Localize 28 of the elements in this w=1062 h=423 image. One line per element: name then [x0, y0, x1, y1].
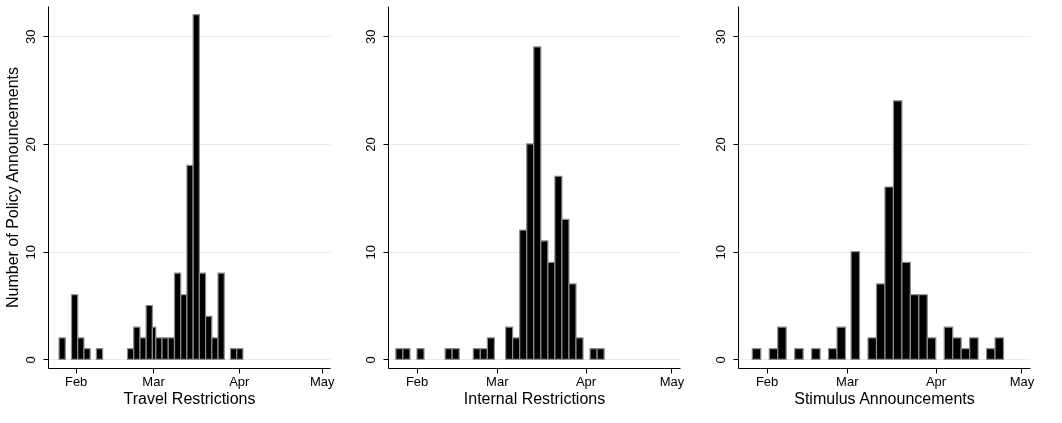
y-tick-label: 0: [362, 356, 378, 364]
y-tick-label: 0: [22, 356, 38, 364]
x-tick-label: May: [1009, 373, 1035, 389]
x-tick-label: Feb: [755, 373, 779, 389]
y-tick-label: 10: [362, 244, 378, 260]
y-tick-label: 30: [22, 29, 38, 44]
x-tick-label: Mar: [836, 373, 860, 389]
x-tick-label: Feb: [405, 373, 429, 389]
x-tick-label: May: [659, 373, 685, 389]
x-tick-label: Feb: [64, 373, 88, 389]
x-axis-title: Travel Restrictions: [123, 389, 256, 407]
x-axis-title: Internal Restrictions: [463, 389, 606, 407]
y-tick-label: 30: [712, 29, 728, 44]
y-tick-label: 10: [22, 244, 38, 260]
x-tick-label: May: [309, 373, 335, 389]
y-tick-label: 0: [712, 356, 728, 364]
y-tick-label: 30: [362, 29, 378, 44]
x-axis-title: Stimulus Announcements: [794, 389, 975, 407]
y-tick-label: 20: [22, 137, 38, 152]
x-tick-label: Apr: [229, 373, 251, 389]
x-tick-label: Mar: [142, 373, 166, 389]
y-axis-title: Number of Policy Announcements: [3, 66, 21, 309]
y-tick-label: 10: [712, 244, 728, 260]
x-tick-label: Apr: [925, 373, 947, 389]
x-tick-label: Apr: [575, 373, 597, 389]
y-tick-label: 20: [712, 137, 728, 152]
y-tick-label: 20: [362, 137, 378, 152]
x-tick-label: Mar: [486, 373, 510, 389]
